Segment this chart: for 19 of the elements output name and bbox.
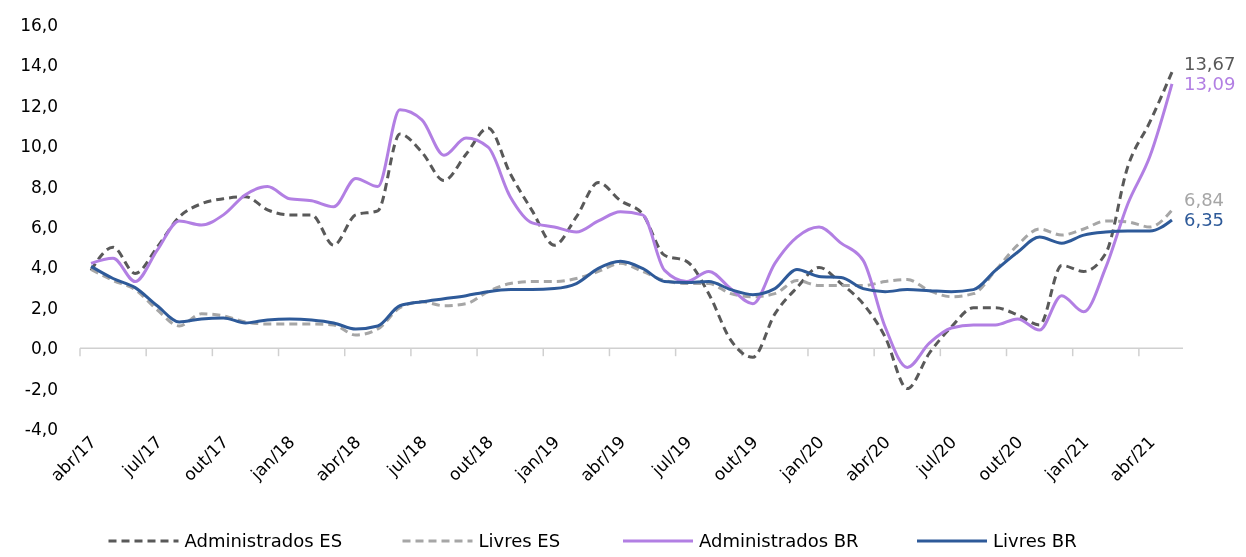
y-tick-label: 2,0 [30, 297, 58, 318]
y-tick-label: -2,0 [24, 378, 58, 399]
y-tick-label: 12,0 [20, 95, 58, 116]
y-tick-label: 16,0 [20, 14, 58, 35]
y-tick-label: 10,0 [20, 136, 58, 157]
legend-label: Administrados BR [699, 530, 859, 552]
y-tick-label: 6,0 [30, 216, 58, 237]
y-tick-label: 4,0 [30, 257, 58, 278]
y-tick-label: 8,0 [30, 176, 58, 197]
data-label: 13,67 [1183, 53, 1236, 75]
data-label: 6,35 [1183, 209, 1225, 231]
data-label: 6,84 [1183, 189, 1225, 211]
data-label: 13,09 [1183, 73, 1236, 95]
y-tick-label: 14,0 [20, 55, 58, 76]
legend-label: Administrados ES [184, 530, 343, 552]
y-tick-label: 0,0 [30, 338, 58, 359]
y-tick-label: -4,0 [24, 418, 58, 439]
legend-label: Livres BR [993, 530, 1077, 552]
legend-label: Livres ES [478, 530, 561, 552]
